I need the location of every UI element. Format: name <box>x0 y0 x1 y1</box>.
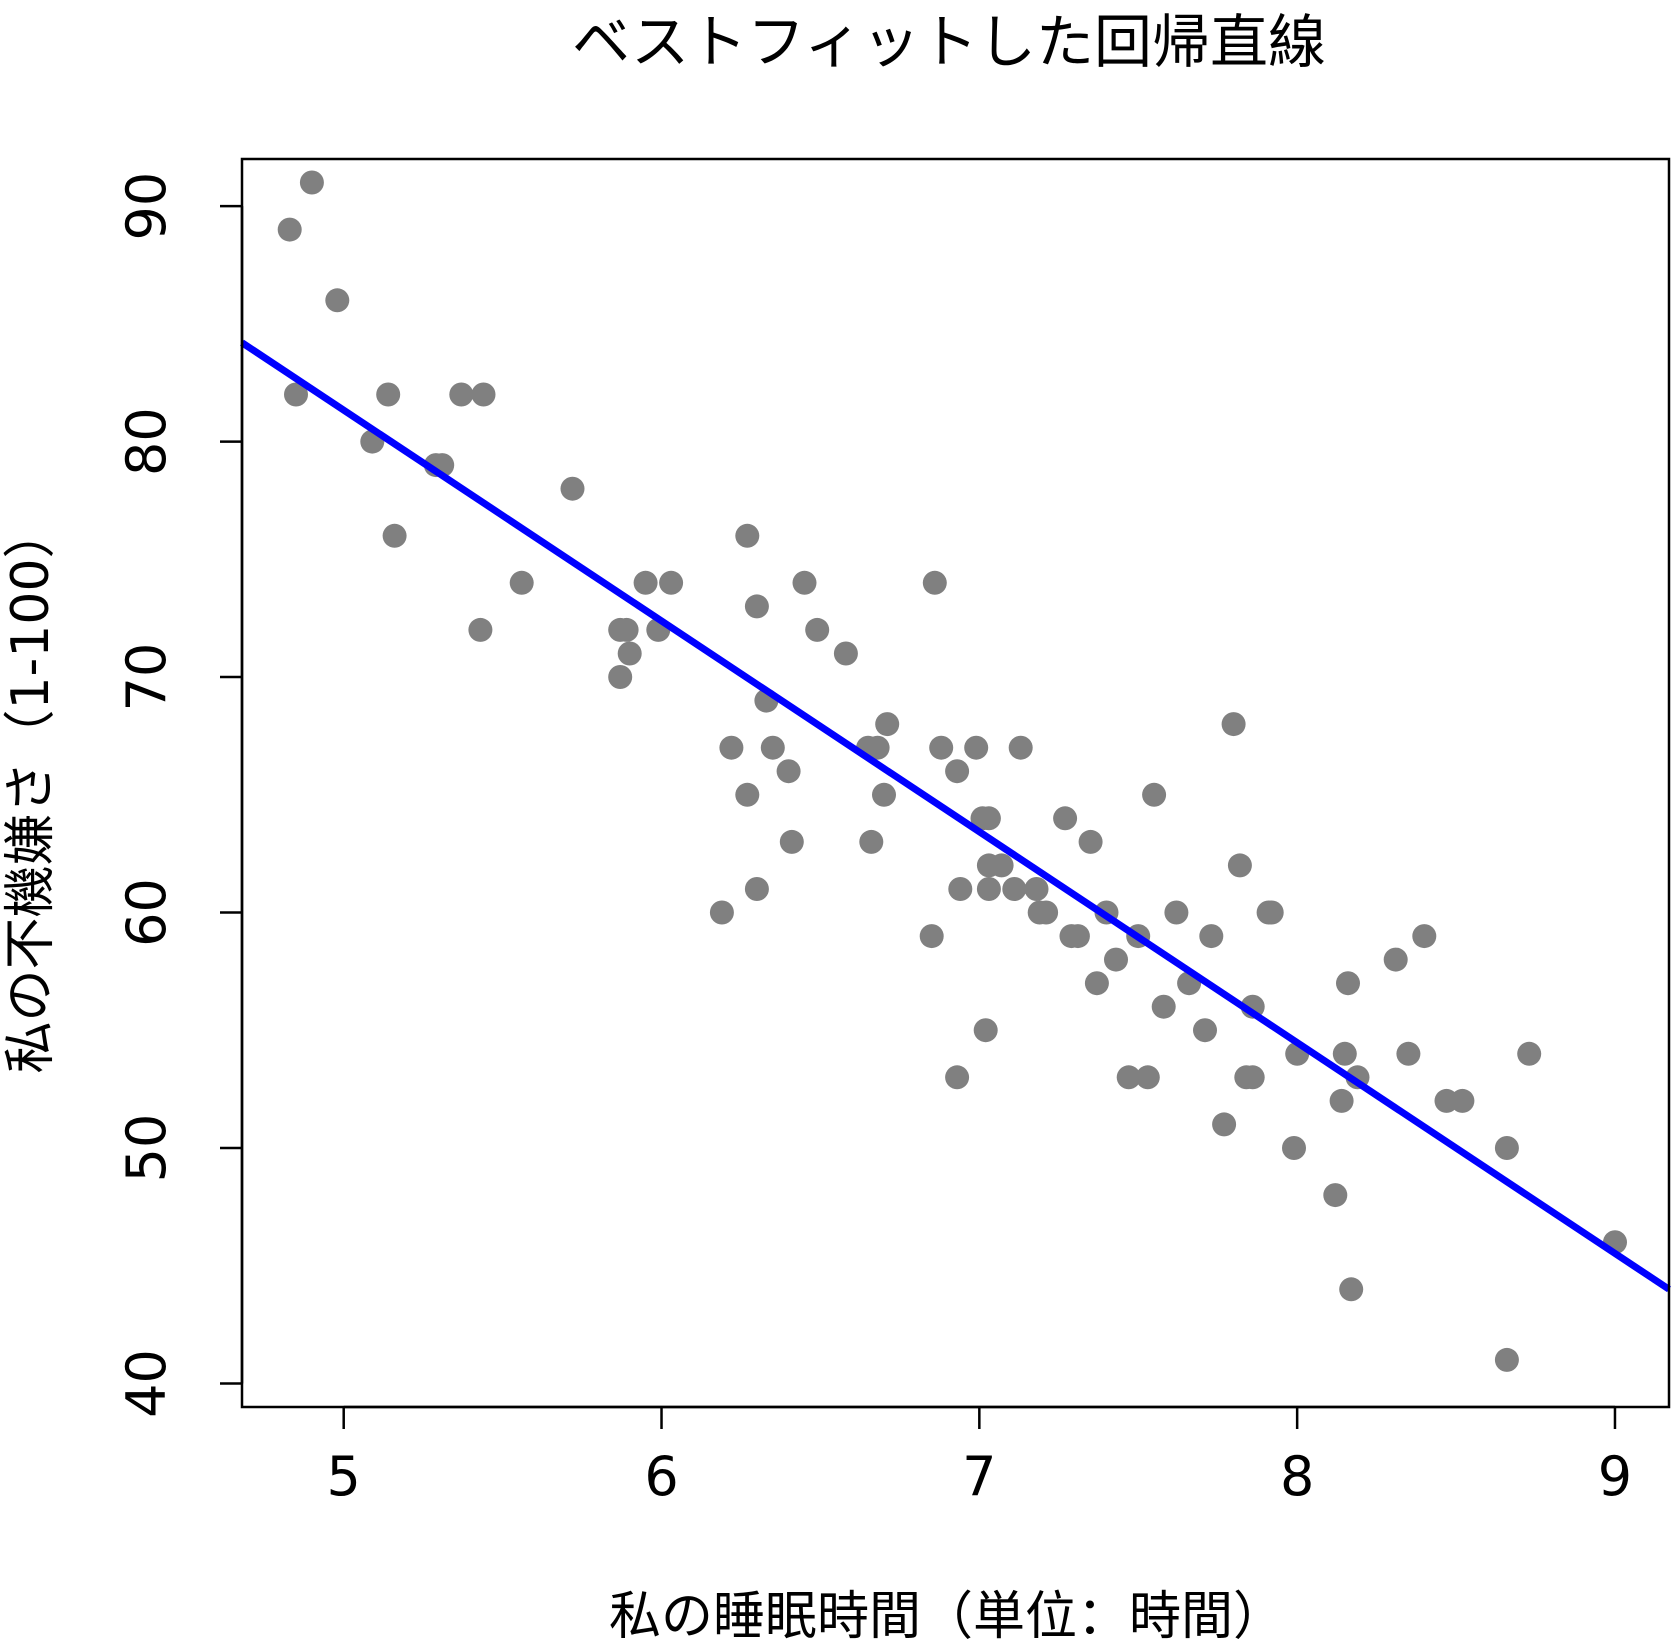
data-point <box>1227 853 1252 878</box>
data-point <box>1084 971 1109 996</box>
data-point <box>1116 1065 1141 1090</box>
y-axis: 40 50 60 70 80 90 <box>115 172 244 1418</box>
data-point <box>468 617 493 642</box>
y-tick-label: 60 <box>115 878 178 947</box>
data-point <box>779 829 804 854</box>
data-point <box>1329 1088 1354 1113</box>
data-point <box>449 382 474 407</box>
data-point <box>382 523 407 548</box>
data-point <box>976 877 1001 901</box>
data-point <box>560 476 585 501</box>
data-point <box>1332 1041 1357 1066</box>
data-point <box>1221 712 1246 737</box>
data-point <box>973 1018 998 1043</box>
data-point <box>922 570 947 595</box>
y-tick-label: 70 <box>115 643 178 712</box>
data-point <box>976 806 1001 831</box>
data-point <box>792 570 817 595</box>
data-point <box>1135 1065 1160 1090</box>
data-point <box>1002 877 1027 901</box>
data-point <box>1151 994 1176 1019</box>
data-point <box>1008 735 1033 760</box>
data-point <box>1396 1041 1421 1066</box>
data-point <box>1517 1041 1542 1066</box>
data-point <box>919 924 944 949</box>
data-point <box>833 641 858 666</box>
data-point <box>471 382 496 407</box>
data-point <box>1240 1065 1265 1090</box>
x-tick-label: 8 <box>1280 1445 1314 1508</box>
data-point <box>735 523 760 548</box>
data-point <box>608 665 633 689</box>
data-point <box>1494 1136 1519 1160</box>
data-point <box>1383 947 1408 972</box>
data-point <box>1024 877 1049 901</box>
data-point <box>1034 900 1059 925</box>
data-point <box>744 594 769 619</box>
data-point <box>875 712 900 737</box>
x-tick-label: 9 <box>1598 1445 1632 1508</box>
data-point <box>1336 971 1360 996</box>
data-point <box>509 570 534 595</box>
chart-title: ベストフィットした回帰直線 <box>572 8 1326 76</box>
data-point <box>719 735 744 760</box>
data-point <box>614 617 639 642</box>
data-point <box>1078 829 1103 854</box>
data-point <box>872 782 896 807</box>
data-point <box>1282 1136 1306 1160</box>
data-point <box>1212 1112 1237 1137</box>
data-point <box>1259 900 1284 925</box>
data-points <box>277 170 1627 1372</box>
data-point <box>945 1065 970 1090</box>
x-tick-label: 5 <box>327 1445 361 1508</box>
data-point <box>865 735 890 760</box>
data-point <box>776 759 801 784</box>
data-point <box>1193 1018 1217 1043</box>
regression-line-group <box>240 339 1671 1293</box>
data-point <box>325 288 350 313</box>
data-point <box>760 735 785 760</box>
data-point <box>964 735 989 760</box>
y-tick-label: 50 <box>115 1114 178 1183</box>
data-point <box>1053 806 1078 831</box>
data-point <box>709 900 734 925</box>
data-point <box>376 382 401 407</box>
data-point <box>633 570 658 595</box>
data-point <box>989 853 1014 878</box>
y-tick-label: 40 <box>115 1349 178 1418</box>
data-point <box>735 782 760 807</box>
data-point <box>284 382 308 407</box>
x-axis: 5 6 7 8 9 <box>327 1405 1632 1508</box>
y-axis-label: 私の不機嫌さ（1-100） <box>1 506 61 1073</box>
data-point <box>1494 1347 1519 1372</box>
data-point <box>859 829 884 854</box>
y-tick-label: 90 <box>115 172 178 241</box>
x-axis-label: 私の睡眠時間（単位：時間） <box>609 1587 1285 1641</box>
data-point <box>1450 1088 1475 1113</box>
data-point <box>1339 1277 1364 1302</box>
x-tick-label: 6 <box>644 1445 678 1508</box>
data-point <box>1323 1183 1348 1208</box>
data-point <box>277 217 302 242</box>
data-point <box>1164 900 1189 925</box>
data-point <box>659 570 684 595</box>
data-point <box>1065 924 1090 949</box>
x-tick-label: 7 <box>962 1445 996 1508</box>
data-point <box>929 735 954 760</box>
data-point <box>1412 924 1437 949</box>
data-point <box>948 877 973 901</box>
data-point <box>805 617 830 642</box>
data-point <box>1199 924 1224 949</box>
regression-line <box>240 339 1671 1293</box>
data-point <box>299 170 324 195</box>
y-tick-label: 80 <box>115 407 178 476</box>
data-point <box>744 877 769 901</box>
data-point <box>1142 782 1167 807</box>
data-point <box>1104 947 1128 972</box>
data-point <box>945 759 970 784</box>
data-point <box>617 641 642 666</box>
